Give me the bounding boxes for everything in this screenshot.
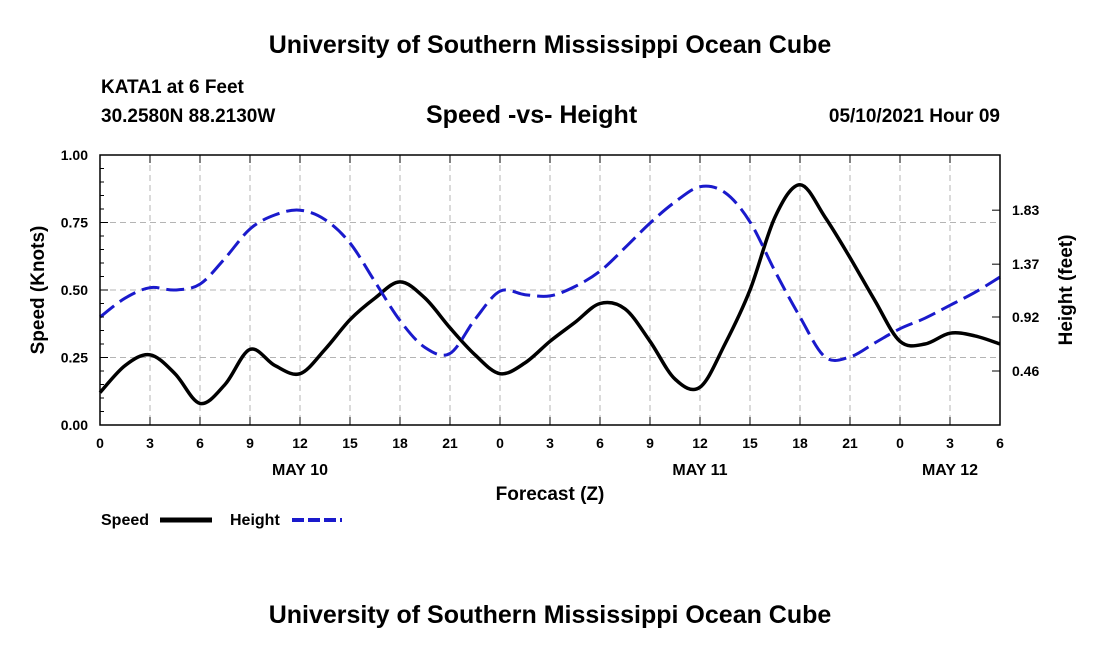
y-tick-label: 1.00 xyxy=(61,147,88,163)
x-tick-label: 9 xyxy=(246,435,254,451)
x-tick-label: 15 xyxy=(742,435,758,451)
y2-tick-label: 0.46 xyxy=(1012,363,1039,379)
height-series-line xyxy=(99,184,1001,362)
x-tick-label: 21 xyxy=(442,435,458,451)
y-tick-label: 0.00 xyxy=(61,417,88,433)
x-tick-label: 0 xyxy=(896,435,904,451)
y2-tick-label: 1.83 xyxy=(1012,202,1039,218)
legend-height-label: Height xyxy=(230,512,280,529)
x-tick-label: 21 xyxy=(842,435,858,451)
speed-series-line xyxy=(98,182,1001,406)
x-tick-label: 3 xyxy=(946,435,954,451)
y-tick-label: 0.50 xyxy=(61,282,88,298)
chart-header-title: University of Southern Mississippi Ocean… xyxy=(268,31,832,59)
x-tick-label: 6 xyxy=(996,435,1004,451)
chart-title: Speed -vs- Height xyxy=(426,101,638,129)
x-tick-label: 12 xyxy=(692,435,708,451)
x-tick-label: 0 xyxy=(496,435,504,451)
series-layer xyxy=(98,182,1001,406)
date-label: MAY 11 xyxy=(672,462,727,479)
grid-layer xyxy=(100,155,1000,425)
chart-footer-title: University of Southern Mississippi Ocean… xyxy=(268,601,832,629)
date-label: MAY 10 xyxy=(272,462,328,479)
x-tick-label: 18 xyxy=(792,435,808,451)
legend-speed-label: Speed xyxy=(101,512,149,529)
station-label: KATA1 at 6 Feet xyxy=(101,77,244,98)
x-axis-label: Forecast (Z) xyxy=(496,484,605,505)
plot-frame xyxy=(99,154,1001,426)
date-label: MAY 12 xyxy=(922,462,978,479)
x-tick-label: 9 xyxy=(646,435,654,451)
x-tick-label: 0 xyxy=(96,435,104,451)
x-tick-label: 3 xyxy=(546,435,554,451)
datetime-label: 05/10/2021 Hour 09 xyxy=(828,106,1000,127)
y-axis-label: Speed (Knots) xyxy=(28,226,49,355)
y-tick-label: 0.25 xyxy=(61,350,88,366)
axis-layer: 0 3 6 9 12 15 18 21 0 3 6 9 12 15 18 21 0 3 6 0.00 0.25 0.50 0… xyxy=(61,147,1040,479)
x-tick-label: 12 xyxy=(292,435,308,451)
x-tick-label: 15 xyxy=(342,435,358,451)
coordinates-label: 30.2580N 88.2130W xyxy=(101,106,276,127)
x-tick-label: 6 xyxy=(596,435,604,451)
y2-tick-label: 1.37 xyxy=(1012,256,1039,272)
y-tick-label: 0.75 xyxy=(61,215,88,231)
y2-tick-label: 0.92 xyxy=(1012,309,1039,325)
x-tick-label: 18 xyxy=(392,435,408,451)
y2-axis-label: Height (feet) xyxy=(1056,235,1077,346)
x-tick-label: 3 xyxy=(146,435,154,451)
x-tick-label: 6 xyxy=(196,435,204,451)
legend: Speed Height xyxy=(101,512,342,529)
